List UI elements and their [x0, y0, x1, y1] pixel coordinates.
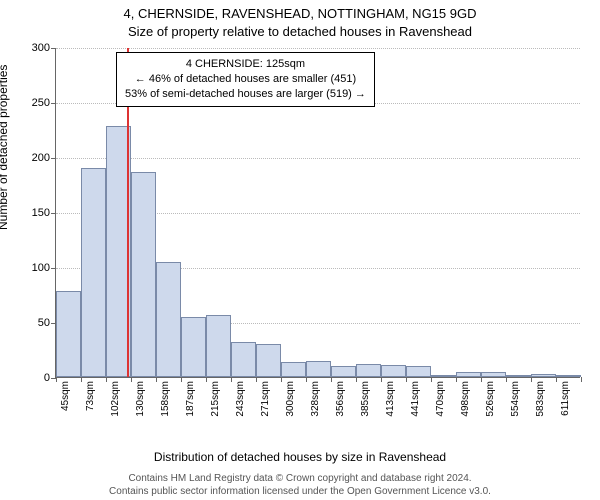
footer-line2: Contains public sector information licen…	[0, 486, 600, 499]
histogram-bar	[506, 375, 531, 377]
x-tick-label: 498sqm	[460, 381, 471, 417]
histogram-bar	[81, 168, 106, 377]
x-tick-mark	[356, 377, 357, 382]
x-tick-mark	[456, 377, 457, 382]
chart-title-line1: 4, CHERNSIDE, RAVENSHEAD, NOTTINGHAM, NG…	[0, 6, 600, 21]
x-tick-label: 554sqm	[510, 381, 521, 417]
histogram-bar	[131, 172, 156, 377]
x-tick-label: 300sqm	[285, 381, 296, 417]
x-tick-label: 413sqm	[385, 381, 396, 417]
x-tick-mark	[556, 377, 557, 382]
x-tick-label: 385sqm	[360, 381, 371, 417]
x-tick-mark	[181, 377, 182, 382]
histogram-bar	[356, 364, 381, 377]
histogram-bar	[556, 375, 581, 377]
x-tick-mark	[406, 377, 407, 382]
x-tick-label: 441sqm	[410, 381, 421, 417]
x-tick-label: 271sqm	[260, 381, 271, 417]
histogram-bar	[481, 372, 506, 378]
y-tick-label: 0	[44, 372, 50, 384]
histogram-bar	[531, 374, 556, 377]
x-tick-label: 73sqm	[85, 381, 96, 411]
x-tick-mark	[581, 377, 582, 382]
x-tick-mark	[381, 377, 382, 382]
x-tick-mark	[206, 377, 207, 382]
x-tick-mark	[506, 377, 507, 382]
annotation-box: 4 CHERNSIDE: 125sqm ← 46% of detached ho…	[116, 52, 375, 107]
gridline	[56, 48, 580, 49]
y-tick-mark	[51, 213, 56, 214]
x-tick-mark	[306, 377, 307, 382]
histogram-bar	[206, 315, 231, 377]
histogram-bar	[431, 375, 456, 377]
chart-title-line2: Size of property relative to detached ho…	[0, 24, 600, 39]
x-tick-mark	[131, 377, 132, 382]
x-tick-label: 102sqm	[110, 381, 121, 417]
y-tick-label: 150	[32, 207, 50, 219]
y-tick-mark	[51, 268, 56, 269]
footer-line1: Contains HM Land Registry data © Crown c…	[0, 473, 600, 486]
x-tick-label: 243sqm	[235, 381, 246, 417]
x-tick-label: 526sqm	[485, 381, 496, 417]
histogram-bar	[331, 366, 356, 377]
histogram-bar	[256, 344, 281, 377]
gridline	[56, 158, 580, 159]
x-tick-label: 187sqm	[185, 381, 196, 417]
histogram-bar	[281, 362, 306, 377]
histogram-bar	[156, 262, 181, 378]
x-tick-mark	[431, 377, 432, 382]
x-tick-mark	[231, 377, 232, 382]
y-tick-mark	[51, 103, 56, 104]
y-axis-label: Number of detached properties	[0, 65, 10, 230]
x-tick-mark	[531, 377, 532, 382]
x-tick-label: 45sqm	[60, 381, 71, 411]
annotation-line1: 4 CHERNSIDE: 125sqm	[125, 57, 366, 72]
x-tick-label: 328sqm	[310, 381, 321, 417]
histogram-bar	[181, 317, 206, 378]
histogram-bar	[56, 291, 81, 377]
x-tick-label: 158sqm	[160, 381, 171, 417]
y-tick-label: 200	[32, 152, 50, 164]
x-tick-label: 470sqm	[435, 381, 446, 417]
x-tick-label: 356sqm	[335, 381, 346, 417]
x-tick-label: 583sqm	[535, 381, 546, 417]
x-tick-label: 611sqm	[560, 381, 571, 416]
x-axis-label: Distribution of detached houses by size …	[0, 450, 600, 464]
annotation-line2: ← 46% of detached houses are smaller (45…	[125, 72, 366, 87]
histogram-bar	[306, 361, 331, 378]
y-tick-label: 300	[32, 42, 50, 54]
histogram-bar	[406, 366, 431, 377]
x-tick-mark	[481, 377, 482, 382]
y-tick-mark	[51, 158, 56, 159]
footer-attribution: Contains HM Land Registry data © Crown c…	[0, 473, 600, 498]
y-tick-mark	[51, 48, 56, 49]
x-tick-mark	[156, 377, 157, 382]
y-tick-label: 250	[32, 97, 50, 109]
x-tick-mark	[331, 377, 332, 382]
histogram-bar	[381, 365, 406, 377]
annotation-line3: 53% of semi-detached houses are larger (…	[125, 87, 366, 102]
histogram-bar	[231, 342, 256, 377]
x-tick-mark	[281, 377, 282, 382]
x-tick-label: 130sqm	[135, 381, 146, 417]
histogram-bar	[456, 372, 481, 378]
x-tick-mark	[56, 377, 57, 382]
x-tick-mark	[106, 377, 107, 382]
y-tick-label: 50	[38, 317, 50, 329]
x-tick-mark	[256, 377, 257, 382]
y-tick-label: 100	[32, 262, 50, 274]
x-tick-mark	[81, 377, 82, 382]
x-tick-label: 215sqm	[210, 381, 221, 417]
plot-area: 05010015020025030045sqm73sqm102sqm130sqm…	[55, 48, 580, 378]
